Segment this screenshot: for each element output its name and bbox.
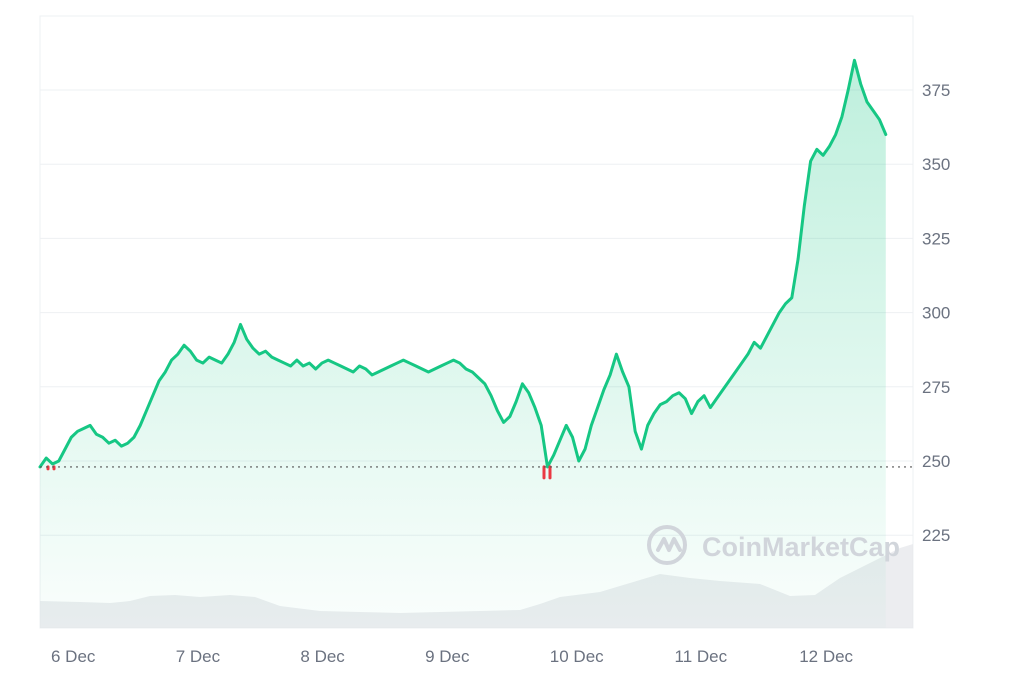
y-tick-label: 350 <box>922 155 950 174</box>
x-tick-label: 10 Dec <box>550 647 604 666</box>
x-tick-label: 12 Dec <box>799 647 853 666</box>
price-area <box>40 60 886 628</box>
x-tick-label: 6 Dec <box>51 647 96 666</box>
y-tick-label: 225 <box>922 526 950 545</box>
line-layer <box>38 58 888 480</box>
x-tick-label: 7 Dec <box>176 647 221 666</box>
y-tick-label: 325 <box>922 229 950 248</box>
watermark-logo: CoinMarketCap <box>647 525 900 565</box>
x-tick-label: 11 Dec <box>675 647 728 666</box>
area-layer <box>40 60 886 628</box>
watermark-text: CoinMarketCap <box>702 532 900 562</box>
y-tick-label: 250 <box>922 452 950 471</box>
x-tick-label: 9 Dec <box>425 647 470 666</box>
price-line <box>38 58 888 469</box>
y-tick-label: 375 <box>922 81 950 100</box>
axis-layer: 225 250 275 300 325 350 375 6 Dec 7 Dec 8 Dec 9 De… <box>51 81 950 666</box>
x-tick-label: 8 Dec <box>300 647 345 666</box>
y-tick-label: 275 <box>922 378 950 397</box>
y-tick-label: 300 <box>922 304 950 323</box>
